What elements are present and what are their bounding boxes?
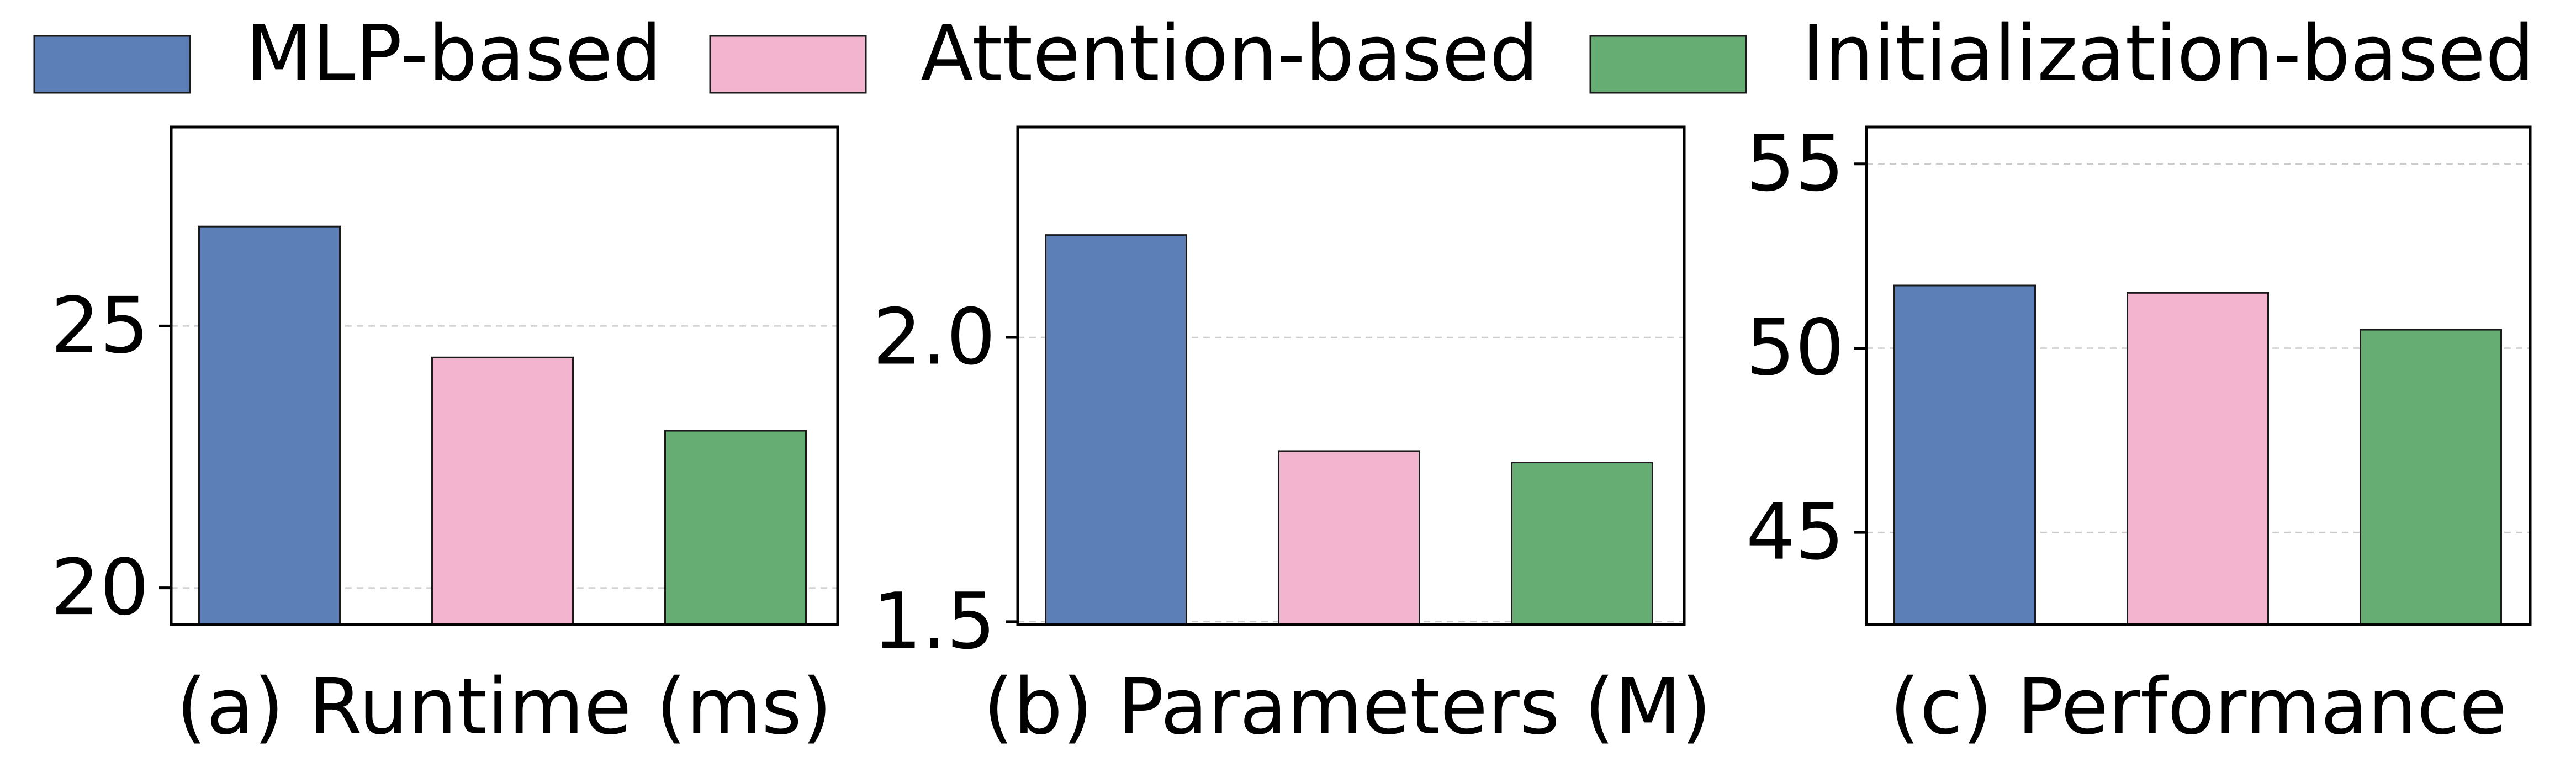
y-tick-label: 25 bbox=[51, 281, 149, 371]
x-axis-label: (c) Performance bbox=[1890, 662, 2507, 752]
legend-label-mlp-based: MLP-based bbox=[246, 9, 662, 99]
chart-panel-2: 1.5 2.0 (b) Parameters (M) bbox=[872, 125, 1711, 752]
legend-item-mlp-based: MLP-based bbox=[33, 9, 662, 99]
plot-frame bbox=[170, 125, 839, 626]
plot-frame bbox=[1016, 125, 1686, 626]
chart-panel-3: 45 50 55 (c) Performance bbox=[1746, 119, 2532, 752]
bar-attention-based bbox=[2127, 292, 2269, 626]
y-tick-label: 55 bbox=[1746, 119, 1844, 209]
bar-mlp-based bbox=[1893, 284, 2036, 626]
y-tick-label: 20 bbox=[51, 543, 149, 633]
plot-frame bbox=[1865, 125, 2532, 626]
legend: MLP-based Attention-based Initialization-b… bbox=[33, 9, 2535, 99]
legend-item-initialization-based: Initialization-based bbox=[1589, 9, 2535, 99]
legend-label-attention-based: Attention-based bbox=[921, 9, 1538, 99]
y-tick-label: 50 bbox=[1746, 303, 1844, 393]
legend-swatch-initialization-based bbox=[1589, 35, 1747, 94]
x-axis-label: (a) Runtime (ms) bbox=[176, 662, 832, 752]
y-tick-label: 1.5 bbox=[872, 576, 996, 667]
bar-attention-based bbox=[431, 356, 574, 626]
legend-label-initialization-based: Initialization-based bbox=[1802, 9, 2535, 99]
y-tick-label: 45 bbox=[1746, 488, 1844, 578]
bar-initialization-based bbox=[1511, 462, 1653, 626]
legend-swatch-mlp-based bbox=[33, 35, 191, 94]
legend-swatch-attention-based bbox=[709, 35, 867, 94]
x-axis-label: (b) Parameters (M) bbox=[983, 662, 1711, 752]
bar-initialization-based bbox=[664, 430, 807, 626]
legend-item-attention-based: Attention-based bbox=[709, 9, 1538, 99]
bar-initialization-based bbox=[2360, 329, 2502, 626]
bar-attention-based bbox=[1278, 450, 1420, 626]
chart-panel-1: 20 25 (a) Runtime (ms) bbox=[51, 125, 839, 752]
bar-mlp-based bbox=[198, 225, 341, 626]
y-tick-label: 2.0 bbox=[872, 292, 996, 382]
bar-mlp-based bbox=[1045, 234, 1187, 626]
chart-panels: 20 25 (a) Runtime (ms) 1.5 2.0 (b) Parameters… bbox=[51, 119, 2532, 752]
